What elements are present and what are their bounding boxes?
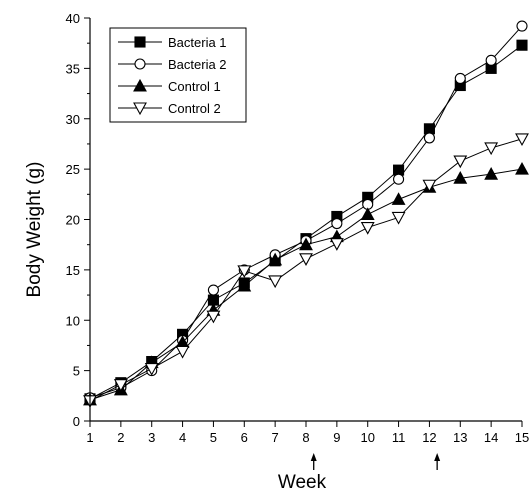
x-tick-label: 14 <box>484 430 498 445</box>
series-bacteria-1-marker-10 <box>393 164 405 176</box>
x-tick-label: 8 <box>302 430 309 445</box>
arrow-layer <box>310 453 441 470</box>
series-control-2-marker-2 <box>144 363 159 376</box>
series-control-1-marker-6 <box>268 252 283 266</box>
series-control-2-marker-9 <box>360 222 375 235</box>
x-axis-title: Week <box>278 472 327 493</box>
series-control-1-marker-9 <box>360 207 375 221</box>
series-control-1-marker-10 <box>391 192 406 205</box>
series-control-2-marker-3 <box>175 345 190 359</box>
series-bacteria-1-marker-11 <box>423 123 435 135</box>
legend-control-1-label: Control 1 <box>168 79 221 94</box>
legend-bacteria-2-marker <box>134 58 146 70</box>
legend-bacteria-2-label: Bacteria 2 <box>168 57 227 72</box>
x-tick-label: 2 <box>117 430 124 445</box>
x-tick-label: 4 <box>179 430 186 445</box>
y-tick-label: 10 <box>66 313 80 328</box>
series-bacteria-2-marker-14 <box>516 20 528 32</box>
series-control-1-marker-13 <box>484 167 499 180</box>
legend-control-2-label: Control 2 <box>168 101 221 116</box>
y-tick-label: 25 <box>66 162 80 177</box>
x-tick-label: 10 <box>360 430 374 445</box>
up-arrow-icon <box>310 453 317 470</box>
legend-control-1: Control 1 <box>118 78 221 94</box>
series-bacteria-2-marker-10 <box>393 173 405 185</box>
y-tick-label: 40 <box>66 11 80 26</box>
legend-bacteria-1-marker <box>134 36 146 48</box>
legend-bacteria-1-label: Bacteria 1 <box>168 35 227 50</box>
series-control-2-marker-7 <box>299 253 313 266</box>
series-bacteria-2-marker-11 <box>423 132 435 144</box>
x-tick-label: 3 <box>148 430 155 445</box>
series-control-1-marker-7 <box>299 237 313 251</box>
series-bacteria-2-marker-8 <box>331 217 343 230</box>
series-control-1 <box>83 161 529 406</box>
legend-control-1-marker <box>133 78 147 92</box>
x-tick-label: 7 <box>272 430 279 445</box>
series-control-2-marker-12 <box>453 155 468 169</box>
series-control-2 <box>83 133 529 408</box>
series-bacteria-2-marker-4 <box>207 284 219 296</box>
legend-bacteria-2: Bacteria 2 <box>118 57 227 72</box>
series-control-1-marker-14 <box>515 161 529 175</box>
x-tick-label: 1 <box>86 430 93 445</box>
series-bacteria-2-marker-13 <box>485 54 497 66</box>
up-arrow-icon <box>434 453 441 470</box>
x-tick-label: 9 <box>333 430 340 445</box>
y-tick-label: 0 <box>73 414 80 429</box>
legend-control-2-marker <box>133 102 147 116</box>
x-tick-label: 13 <box>453 430 467 445</box>
x-tick-label: 11 <box>392 430 406 445</box>
series-control-2-marker-5 <box>237 265 252 279</box>
series-control-2-marker-6 <box>268 275 283 289</box>
y-tick-label: 5 <box>73 364 80 379</box>
y-tick-label: 30 <box>66 112 80 127</box>
series-bacteria-2-marker-12 <box>454 72 466 84</box>
legend: Bacteria 1 Bacteria 2 Control 1 Control 2 <box>109 27 247 123</box>
series-control-1-marker-12 <box>453 171 468 184</box>
x-tick-label: 15 <box>515 430 529 445</box>
y-tick-label: 15 <box>66 263 80 278</box>
series-control-2-marker-13 <box>484 142 499 156</box>
series-control-2-marker-10 <box>391 211 406 225</box>
y-tick-label: 35 <box>66 61 80 76</box>
series-layer <box>83 20 529 408</box>
series-control-2-marker-1 <box>113 379 128 392</box>
legend-box <box>109 27 247 123</box>
x-tick-label: 5 <box>210 430 217 445</box>
y-axis-title: Body Weight (g) <box>24 162 45 298</box>
legend-control-2: Control 2 <box>118 101 221 116</box>
y-tick-label: 20 <box>66 213 80 228</box>
series-control-2-marker-4 <box>206 310 221 324</box>
series-control-2-marker-11 <box>422 179 437 193</box>
x-tick-label: 12 <box>422 430 436 445</box>
x-tick-label: 6 <box>241 430 248 445</box>
series-control-2-marker-8 <box>329 238 344 251</box>
series-control-2-marker-14 <box>515 133 529 147</box>
series-control-1-marker-5 <box>237 278 252 292</box>
series-bacteria-1-marker-14 <box>516 39 528 51</box>
legend-bacteria-1: Bacteria 1 <box>118 35 227 50</box>
